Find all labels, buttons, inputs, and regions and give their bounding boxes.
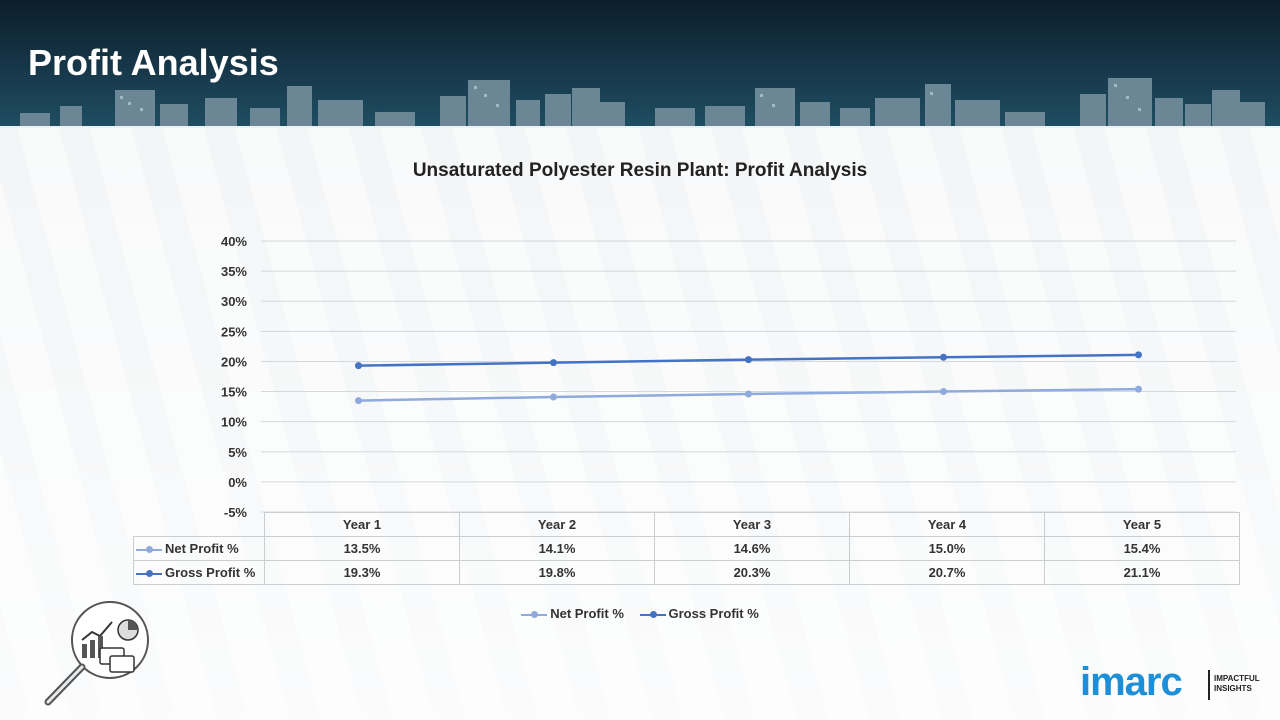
gross-profit-legend-key-icon xyxy=(136,569,162,578)
y-tick-label: 35% xyxy=(221,264,247,279)
line-chart: 40% 35% 30% 25% 20% 15% 10% 5% 0% -5% xyxy=(221,234,1236,520)
data-point xyxy=(355,397,362,405)
data-point xyxy=(745,390,752,398)
data-label: 13.5% xyxy=(264,536,460,561)
chart-title: Unsaturated Polyester Resin Plant: Profi… xyxy=(412,160,868,181)
data-table: Year 1 Year 2 Year 3 Year 4 Year 5 Net P… xyxy=(133,512,1240,585)
legend-label: Gross Profit % xyxy=(668,606,759,621)
page-title: Profit Analysis xyxy=(28,42,279,83)
data-point xyxy=(1135,351,1142,359)
row-label-gross-profit: Gross Profit % xyxy=(133,560,265,585)
data-point xyxy=(940,353,947,361)
data-label: 19.3% xyxy=(264,560,460,585)
city-skyline-graphic xyxy=(0,78,1280,128)
series-name: Gross Profit % xyxy=(165,565,256,580)
y-tick-label: -5% xyxy=(224,505,248,520)
table-corner-cell xyxy=(134,513,265,537)
data-point xyxy=(355,362,362,370)
data-point xyxy=(1135,385,1142,393)
gross-profit-line-icon xyxy=(639,610,666,619)
y-tick-label: 25% xyxy=(221,324,247,339)
y-tick-label: 40% xyxy=(221,234,247,249)
y-tick-label: 5% xyxy=(228,445,247,460)
y-tick-label: 30% xyxy=(221,294,247,309)
data-label: 19.8% xyxy=(459,560,655,585)
logo-tagline: IMPACTFUL INSIGHTS xyxy=(1214,674,1264,694)
data-label: 15.0% xyxy=(849,536,1045,561)
net-profit-line-icon xyxy=(521,610,548,619)
table-header-row: Year 1 Year 2 Year 3 Year 4 Year 5 xyxy=(134,512,1240,537)
data-point xyxy=(550,393,557,401)
table-row-net-profit: Net Profit % 13.5% 14.1% 14.6% 15.0% 15.… xyxy=(133,536,1240,561)
category-label: Year 1 xyxy=(264,512,460,537)
background-texture xyxy=(0,128,1280,720)
data-point xyxy=(745,356,752,364)
data-label: 14.6% xyxy=(654,536,850,561)
series-name: Net Profit % xyxy=(165,541,239,556)
logo-tagline-2: INSIGHTS xyxy=(1214,684,1252,693)
category-label: Year 4 xyxy=(849,512,1045,537)
legend-item-net-profit: Net Profit % xyxy=(521,606,624,621)
category-label: Year 5 xyxy=(1044,512,1240,537)
analysis-magnifier-icon xyxy=(44,601,149,706)
chart-panel: 40% 35% 30% 25% 20% 15% 10% 5% 0% -5% Unsaturated… xyxy=(0,128,1280,720)
category-label: Year 3 xyxy=(654,512,850,537)
row-label-net-profit: Net Profit % xyxy=(133,536,265,561)
y-tick-label: 15% xyxy=(221,385,247,400)
net-profit-legend-key-icon xyxy=(136,545,162,554)
category-label: Year 2 xyxy=(459,512,655,537)
logo-brand: imarc xyxy=(1080,660,1183,704)
logo-divider xyxy=(1208,670,1210,700)
legend-label: Net Profit % xyxy=(550,606,624,621)
data-label: 14.1% xyxy=(459,536,655,561)
y-tick-label: 10% xyxy=(221,415,247,430)
logo-tagline-1: IMPACTFUL xyxy=(1214,674,1260,683)
header-banner: Profit Analysis xyxy=(0,0,1280,128)
chart-legend: Net Profit % Gross Profit % xyxy=(0,606,1280,621)
y-tick-label: 20% xyxy=(221,354,247,369)
data-point xyxy=(940,388,947,396)
y-tick-label: 0% xyxy=(228,475,247,490)
data-label: 20.3% xyxy=(654,560,850,585)
table-row-gross-profit: Gross Profit % 19.3% 19.8% 20.3% 20.7% 2… xyxy=(133,560,1240,585)
imarc-logo: imarc IMPACTFUL INSIGHTS xyxy=(1080,660,1262,704)
data-label: 20.7% xyxy=(849,560,1045,585)
legend-item-gross-profit: Gross Profit % xyxy=(639,606,759,621)
data-label: 15.4% xyxy=(1044,536,1240,561)
data-point xyxy=(550,359,557,367)
data-label: 21.1% xyxy=(1044,560,1240,585)
